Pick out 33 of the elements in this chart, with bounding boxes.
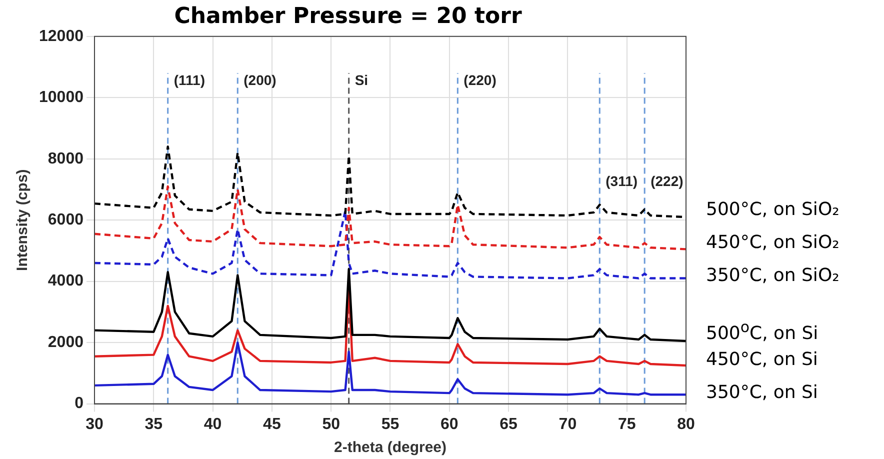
x-axis-title: 2-theta (degree) xyxy=(334,439,447,456)
x-tick-label: 75 xyxy=(618,416,636,433)
chart-title: Chamber Pressure = 20 torr xyxy=(174,4,522,29)
series-label: 350°C, on Si xyxy=(706,382,818,403)
x-tick-label: 70 xyxy=(558,416,577,433)
annotation: (311) xyxy=(606,173,638,190)
x-tick-label: 65 xyxy=(500,416,518,433)
annotation: (222) xyxy=(650,173,684,190)
x-tick-label: 40 xyxy=(204,416,222,433)
series-label: 500$^{o}$C, on Si xyxy=(706,316,818,344)
x-tick-label: 80 xyxy=(677,416,695,433)
annotation: (220) xyxy=(464,72,496,88)
y-tick-label: 10000 xyxy=(38,89,84,106)
annotation: Si xyxy=(354,72,368,88)
x-tick-label: 50 xyxy=(322,416,340,433)
series-label: 450°C, on SiO₂ xyxy=(706,232,840,254)
y-tick-label: 0 xyxy=(74,395,84,412)
y-tick-label: 2000 xyxy=(48,334,84,351)
y-tick-label: 6000 xyxy=(48,212,84,229)
annotation: (111) xyxy=(174,72,205,88)
series-label: 500°C, on SiO₂ xyxy=(706,199,840,220)
y-axis-title: Intensity (cps) xyxy=(14,169,32,271)
y-tick-label: 4000 xyxy=(48,272,84,290)
y-tick-label: 8000 xyxy=(48,150,84,168)
x-tick-label: 30 xyxy=(86,416,104,433)
x-tick-label: 35 xyxy=(144,416,163,433)
series-label: 450°C, on Si xyxy=(706,348,818,370)
annotation: (200) xyxy=(244,72,276,88)
y-tick-label: 12000 xyxy=(38,28,84,45)
x-tick-label: 45 xyxy=(263,416,281,433)
x-tick-label: 60 xyxy=(440,416,458,433)
x-tick-label: 55 xyxy=(381,416,400,433)
series-label: 350°C, on SiO₂ xyxy=(706,265,840,286)
